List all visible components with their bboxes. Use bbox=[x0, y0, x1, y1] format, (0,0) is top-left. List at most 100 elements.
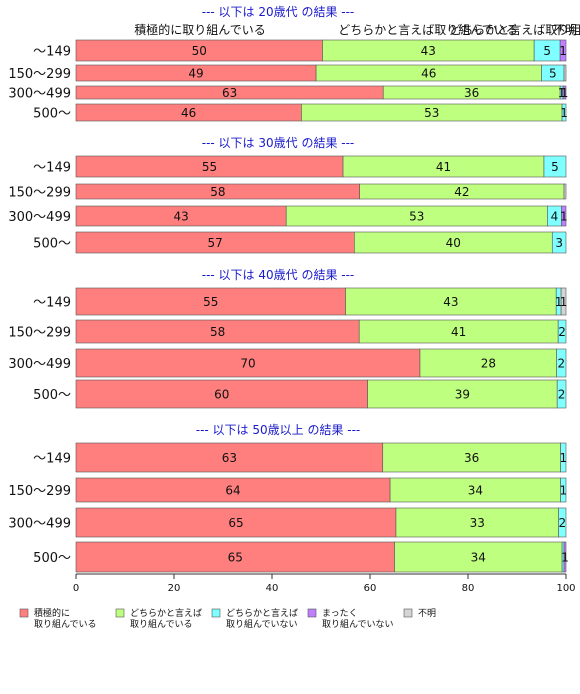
data-label: 34 bbox=[468, 484, 483, 498]
category-label: ～149 bbox=[33, 452, 71, 467]
category-label: 150～299 bbox=[8, 484, 71, 499]
bar-segment bbox=[395, 507, 559, 538]
data-label: 5 bbox=[551, 160, 559, 174]
data-label: 2 bbox=[558, 325, 566, 339]
category-label: 300～499 bbox=[8, 517, 71, 532]
x-tick-label: 80 bbox=[462, 583, 475, 594]
data-label: 5 bbox=[549, 67, 557, 81]
legend-label: 取り組んでいない bbox=[226, 618, 298, 630]
category-label: ～149 bbox=[33, 296, 71, 311]
category-label: 500～ bbox=[33, 237, 71, 252]
bar-segment bbox=[558, 507, 567, 538]
bar-segment bbox=[75, 287, 346, 316]
data-label: 63 bbox=[222, 86, 237, 100]
category-label: 500～ bbox=[33, 107, 71, 122]
data-label: 2 bbox=[558, 388, 566, 402]
bar-segment bbox=[345, 287, 557, 316]
data-label: 53 bbox=[409, 210, 424, 224]
legend-label: 取り組んでいない bbox=[322, 618, 394, 630]
data-label: 42 bbox=[454, 185, 469, 199]
data-label: 64 bbox=[225, 484, 240, 498]
data-label: 41 bbox=[436, 160, 451, 174]
data-label: 60 bbox=[214, 388, 229, 402]
panel-title: --- 以下は 40歳代 の結果 --- bbox=[202, 268, 355, 282]
data-label: 43 bbox=[443, 295, 458, 309]
category-label: 150～299 bbox=[8, 326, 71, 341]
data-label: 43 bbox=[421, 44, 436, 58]
bar-segment bbox=[543, 155, 567, 178]
bar-segment bbox=[561, 205, 567, 227]
bar-segment bbox=[556, 348, 567, 378]
bar-segment bbox=[561, 103, 567, 122]
bar-segment bbox=[75, 477, 391, 503]
legend-swatch bbox=[403, 608, 413, 618]
data-label: 55 bbox=[203, 295, 218, 309]
legend-label: どちらかと言えば bbox=[130, 607, 202, 619]
legend-label: 積極的に bbox=[34, 607, 70, 619]
legend-label: 不明 bbox=[418, 608, 436, 619]
top-series-label: 積極的に取り組んでいる bbox=[134, 22, 265, 37]
data-label: 33 bbox=[470, 516, 485, 530]
bar-segment bbox=[557, 319, 567, 344]
x-tick-label: 20 bbox=[168, 583, 181, 594]
data-label: 50 bbox=[192, 44, 207, 58]
data-label: 4 bbox=[551, 210, 559, 224]
bar-segment bbox=[560, 477, 567, 503]
data-label: 1 bbox=[555, 295, 563, 309]
category-label: 500～ bbox=[33, 388, 71, 403]
category-label: 500～ bbox=[33, 551, 71, 566]
legend-label: どちらかと言えば bbox=[226, 607, 298, 619]
data-label: 65 bbox=[228, 516, 243, 530]
data-label: 41 bbox=[451, 325, 466, 339]
panel-title: --- 以下は 30歳代 の結果 --- bbox=[202, 136, 355, 150]
bar-segment bbox=[559, 39, 567, 62]
bar-segment bbox=[551, 231, 567, 254]
data-label: 55 bbox=[202, 160, 217, 174]
legend-label: 取り組んでいる bbox=[34, 618, 97, 630]
data-label: 2 bbox=[559, 516, 567, 530]
bar-segment bbox=[419, 348, 557, 378]
category-label: 300～499 bbox=[8, 87, 71, 102]
x-tick-label: 0 bbox=[73, 583, 79, 594]
data-label: 63 bbox=[222, 451, 237, 465]
data-label: 1 bbox=[560, 210, 568, 224]
data-label: 1 bbox=[561, 551, 569, 565]
bar-segment bbox=[367, 379, 558, 409]
data-label: 34 bbox=[471, 551, 486, 565]
data-label: 3 bbox=[555, 236, 563, 250]
data-label: 28 bbox=[481, 357, 496, 371]
data-label: 49 bbox=[188, 67, 203, 81]
bar-segment bbox=[562, 85, 567, 100]
data-label: 53 bbox=[424, 106, 439, 120]
bar-segment bbox=[563, 183, 567, 200]
bar-segment bbox=[75, 348, 421, 378]
category-label: 300～499 bbox=[8, 357, 71, 372]
x-tick-label: 40 bbox=[266, 583, 279, 594]
legend-label: 取り組んでいる bbox=[130, 618, 193, 630]
category-label: 300～499 bbox=[8, 210, 71, 225]
data-label: 1 bbox=[559, 484, 567, 498]
data-label: 39 bbox=[455, 388, 470, 402]
data-label: 43 bbox=[173, 210, 188, 224]
top-series-label: 不明 bbox=[553, 23, 577, 37]
data-label: 2 bbox=[558, 357, 566, 371]
bar-segment bbox=[75, 507, 397, 538]
data-label: 1 bbox=[558, 86, 566, 100]
data-label: 46 bbox=[421, 67, 436, 81]
data-label: 58 bbox=[210, 185, 225, 199]
category-label: ～149 bbox=[33, 45, 71, 60]
category-label: ～149 bbox=[33, 161, 71, 176]
data-label: 46 bbox=[181, 106, 196, 120]
bar-segment bbox=[563, 64, 567, 82]
data-label: 65 bbox=[228, 551, 243, 565]
legend-swatch bbox=[19, 608, 29, 618]
data-label: 1 bbox=[560, 295, 568, 309]
data-label: 36 bbox=[464, 86, 479, 100]
bar-segment bbox=[560, 442, 567, 473]
x-tick-label: 100 bbox=[556, 583, 575, 594]
bar-segment bbox=[563, 541, 567, 573]
bar-segment bbox=[75, 379, 368, 409]
legend-swatch bbox=[307, 608, 317, 618]
